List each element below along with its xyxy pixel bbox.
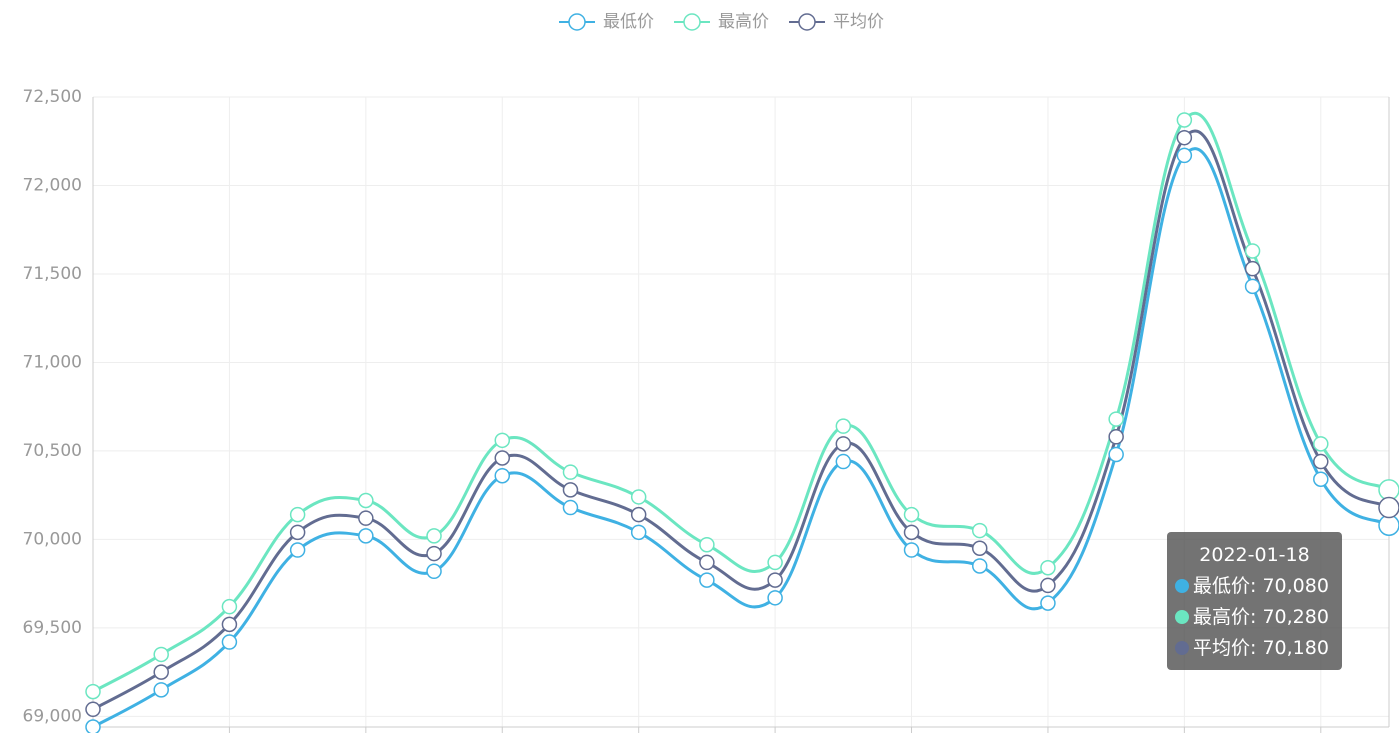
data-point <box>630 524 647 541</box>
data-point <box>699 536 715 553</box>
legend-label: 最低价 <box>603 12 654 32</box>
data-point <box>1313 471 1329 487</box>
data-point <box>358 492 374 509</box>
y-tick-label: 69,000 <box>23 706 82 726</box>
y-tick-label: 70,000 <box>23 529 82 549</box>
data-point <box>1108 411 1124 427</box>
series-line <box>92 147 1390 729</box>
y-tick-label: 69,500 <box>23 618 82 638</box>
data-point <box>1176 147 1193 164</box>
data-point <box>426 563 442 580</box>
tooltip-row: 平均价: 70,180 <box>1167 633 1342 664</box>
data-point <box>1244 243 1261 259</box>
tooltip-dot <box>1175 641 1189 655</box>
data-point <box>767 590 783 606</box>
data-point <box>494 467 511 484</box>
data-point <box>358 528 374 544</box>
data-point <box>426 528 442 544</box>
series-line <box>92 111 1390 693</box>
tooltip-title: 2022-01-18 <box>1199 544 1310 566</box>
data-point <box>630 506 647 523</box>
data-point <box>1244 278 1261 295</box>
data-point <box>426 545 442 562</box>
data-point <box>971 522 988 539</box>
data-point <box>903 524 920 541</box>
legend-label: 平均价 <box>833 12 884 32</box>
data-point <box>153 664 169 680</box>
y-tick-label: 71,500 <box>23 264 82 284</box>
data-point <box>153 646 169 663</box>
data-point <box>221 616 238 633</box>
data-point <box>1378 496 1399 519</box>
data-point <box>85 719 101 733</box>
data-point <box>699 554 715 571</box>
data-point <box>835 453 852 470</box>
data-point <box>153 682 169 698</box>
data-point <box>1108 446 1124 463</box>
data-point <box>289 524 306 541</box>
data-point <box>562 482 579 498</box>
data-point <box>289 506 306 523</box>
legend-label: 最高价 <box>718 12 769 32</box>
legend-marker <box>683 13 701 31</box>
data-point <box>289 542 306 558</box>
data-point <box>562 464 579 480</box>
tooltip: 2022-01-18 最低价: 70,080 最高价: 70,280 平均价: 70… <box>1167 532 1342 670</box>
data-point <box>903 506 920 523</box>
data-point <box>767 572 783 588</box>
legend-marker <box>568 13 586 31</box>
data-point <box>903 542 920 558</box>
data-point <box>835 418 852 434</box>
data-point <box>358 510 374 526</box>
y-tick-label: 72,000 <box>23 175 82 195</box>
data-point <box>699 572 715 588</box>
data-point <box>221 598 238 615</box>
data-point <box>85 701 101 718</box>
data-point <box>1244 260 1261 277</box>
tooltip-text: 最低价: 70,080 <box>1193 575 1329 597</box>
data-point <box>971 558 988 574</box>
tooltip-row: 最低价: 70,080 <box>1167 571 1342 602</box>
y-tick-label: 70,500 <box>23 441 82 461</box>
y-tick-label: 72,500 <box>23 87 82 107</box>
legend-marker <box>798 13 816 31</box>
data-point <box>767 554 783 571</box>
data-point <box>494 450 511 466</box>
tooltip-text: 最高价: 70,280 <box>1193 606 1329 628</box>
series-line <box>92 129 1390 711</box>
data-point <box>1313 453 1329 470</box>
data-point <box>562 499 579 516</box>
data-point <box>1176 129 1193 146</box>
data-point <box>630 489 647 505</box>
data-point <box>494 432 511 449</box>
y-tick-label: 71,000 <box>23 352 82 372</box>
data-point <box>1108 429 1124 445</box>
data-point <box>221 634 238 650</box>
data-point <box>85 683 101 700</box>
tooltip-text: 平均价: 70,180 <box>1193 637 1329 659</box>
data-point <box>835 436 852 452</box>
data-point <box>1040 595 1056 611</box>
tooltip-dot <box>1175 579 1189 593</box>
data-point <box>971 540 988 557</box>
data-point <box>1040 577 1056 594</box>
data-point <box>1176 112 1193 128</box>
tooltip-row: 最高价: 70,280 <box>1167 602 1342 633</box>
data-point <box>1313 436 1329 452</box>
tooltip-dot <box>1175 610 1189 624</box>
data-point <box>1040 559 1056 576</box>
